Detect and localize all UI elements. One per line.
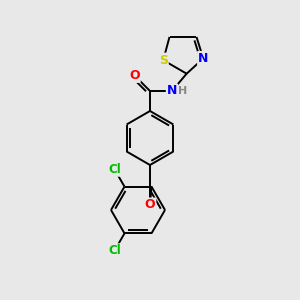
Text: H: H [178, 86, 188, 96]
Text: Cl: Cl [108, 163, 121, 176]
Text: N: N [198, 52, 208, 65]
Text: Cl: Cl [108, 244, 121, 257]
Text: O: O [145, 199, 155, 212]
Text: S: S [159, 54, 168, 67]
Text: O: O [129, 69, 140, 82]
Text: N: N [167, 85, 177, 98]
